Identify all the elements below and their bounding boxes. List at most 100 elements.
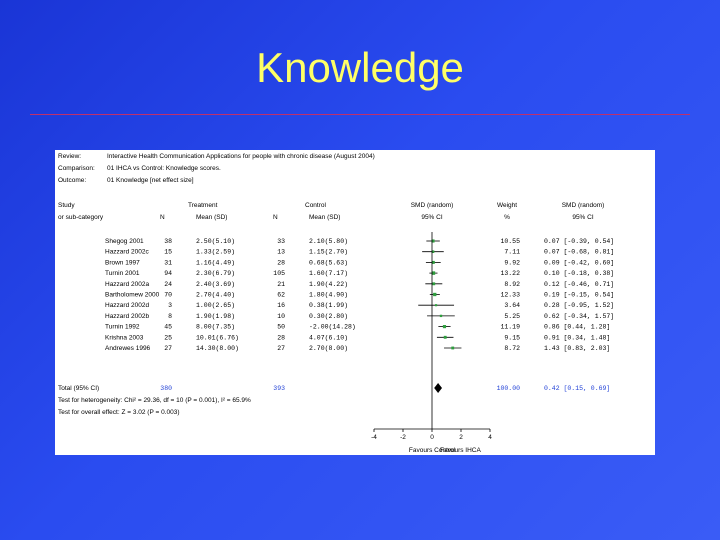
- effect-marker: [443, 335, 447, 339]
- total-smd: 0.42 [0.15, 0.69]: [544, 385, 610, 392]
- study-n-treatment: 45: [164, 324, 172, 331]
- total-weight: 100.00: [497, 385, 521, 392]
- overall-effect-text: Test for overall effect: Z = 3.02 (P = 0…: [58, 409, 180, 416]
- study-n-control: 33: [277, 238, 285, 245]
- study-name: Shegog 2001: [105, 238, 144, 245]
- effect-marker: [439, 314, 443, 318]
- effect-marker: [442, 325, 447, 329]
- study-mean-control: 1.60(7.17): [309, 270, 348, 277]
- study-n-control: 62: [277, 292, 285, 299]
- study-mean-control: 1.80(4.90): [309, 292, 348, 299]
- total-n-treatment: 380: [160, 385, 172, 392]
- study-n-treatment: 8: [168, 313, 172, 320]
- heterogeneity-text: Test for heterogeneity: Chi² = 29.36, df…: [58, 397, 251, 404]
- study-name: Hazzard 2002b: [105, 313, 149, 320]
- header-review-label: Review:: [58, 153, 81, 160]
- study-name: Hazzard 2002c: [105, 249, 149, 256]
- header-outcome-value: 01 Knowledge [net effect size]: [107, 177, 194, 184]
- study-n-control: 28: [277, 259, 285, 266]
- effect-marker: [431, 250, 435, 253]
- study-n-treatment: 38: [164, 238, 172, 245]
- study-smd: 0.07 [-0.39, 0.54]: [544, 238, 614, 245]
- study-mean-control: -2.00(14.28): [309, 324, 356, 331]
- study-mean-treatment: 1.33(2.59): [196, 249, 235, 256]
- col-subcategory: or sub-category: [58, 214, 104, 221]
- x-axis: -4 -2 0 2 4: [371, 232, 492, 441]
- study-n-treatment: 3: [168, 302, 172, 309]
- col-control: Control: [305, 202, 327, 209]
- study-mean-control: 0.30(2.80): [309, 313, 348, 320]
- col-weight-pct: %: [504, 214, 510, 221]
- forest-plot-panel: Review: Interactive Health Communication…: [55, 150, 655, 455]
- study-name: Hazzard 2002a: [105, 281, 149, 288]
- total-diamond: [434, 383, 443, 393]
- study-smd: 0.12 [-0.46, 0.71]: [544, 281, 614, 288]
- col-mean-treatment: Mean (SD): [196, 214, 227, 221]
- col-study: Study: [58, 202, 75, 209]
- study-weight: 9.92: [504, 259, 520, 266]
- effect-marker: [431, 239, 435, 243]
- effect-marker: [431, 271, 436, 275]
- favours-ihca-label: Favours IHCA: [440, 447, 481, 454]
- study-mean-treatment: 1.00(2.65): [196, 302, 235, 309]
- header-comparison-value: 01 IHCA vs Control: Knowledge scores.: [107, 165, 221, 172]
- study-mean-treatment: 2.70(4.40): [196, 292, 235, 299]
- col-smd-value: SMD (random): [562, 202, 605, 209]
- effect-marker: [435, 304, 438, 307]
- study-weight: 11.19: [500, 324, 520, 331]
- study-name: Andrewes 1996: [105, 345, 151, 352]
- effect-marker: [431, 260, 435, 264]
- study-mean-treatment: 8.00(7.35): [196, 324, 235, 331]
- study-weight: 13.22: [500, 270, 520, 277]
- study-n-control: 50: [277, 324, 285, 331]
- study-weight: 7.11: [504, 249, 520, 256]
- study-weight: 3.64: [504, 302, 520, 309]
- study-n-control: 21: [277, 281, 285, 288]
- study-mean-control: 2.70(8.00): [309, 345, 348, 352]
- study-weight: 10.55: [500, 238, 520, 245]
- study-mean-control: 1.90(4.22): [309, 281, 348, 288]
- study-mean-treatment: 2.50(5.10): [196, 238, 235, 245]
- study-n-control: 10: [277, 313, 285, 320]
- study-mean-treatment: 1.90(1.98): [196, 313, 235, 320]
- favours-control-label: Favours Control: [409, 447, 456, 454]
- study-name: Brown 1997: [105, 259, 140, 266]
- study-smd: 0.91 [0.34, 1.48]: [544, 334, 610, 341]
- x-tick-label: -4: [371, 434, 377, 441]
- study-name: Turnin 2001: [105, 270, 140, 277]
- col-weight: Weight: [497, 202, 517, 209]
- study-weight: 8.92: [504, 281, 520, 288]
- study-smd: 0.62 [-0.34, 1.57]: [544, 313, 614, 320]
- study-mean-control: 0.38(1.99): [309, 302, 348, 309]
- effect-marker: [433, 292, 437, 297]
- study-name: Bartholomew 2000: [105, 292, 160, 299]
- study-smd: 0.28 [-0.95, 1.52]: [544, 302, 614, 309]
- x-tick-label: -2: [400, 434, 406, 441]
- col-treatment: Treatment: [188, 202, 218, 209]
- study-mean-treatment: 1.16(4.49): [196, 259, 235, 266]
- study-smd: 0.19 [-0.15, 0.54]: [544, 292, 614, 299]
- study-smd: 1.43 [0.83, 2.03]: [544, 345, 610, 352]
- col-n-control: N: [273, 214, 278, 221]
- col-mean-control: Mean (SD): [309, 214, 340, 221]
- study-name: Hazzard 2002d: [105, 302, 149, 309]
- x-tick-label: 2: [459, 434, 463, 441]
- study-mean-treatment: 2.40(3.69): [196, 281, 235, 288]
- col-ci-value: 95% CI: [572, 214, 594, 221]
- study-n-control: 105: [273, 270, 285, 277]
- study-n-control: 13: [277, 249, 285, 256]
- study-smd: 0.09 [-0.42, 0.60]: [544, 259, 614, 266]
- header-comparison-label: Comparison:: [58, 165, 95, 172]
- study-mean-treatment: 2.30(6.79): [196, 270, 235, 277]
- title-divider: [30, 114, 690, 115]
- study-mean-treatment: 10.01(6.76): [196, 334, 239, 341]
- study-n-control: 16: [277, 302, 285, 309]
- study-weight: 9.15: [504, 334, 520, 341]
- study-n-control: 28: [277, 334, 285, 341]
- col-ci-plot: 95% CI: [421, 214, 443, 221]
- effect-marker: [432, 282, 436, 286]
- study-smd: 0.07 [-0.68, 0.81]: [544, 249, 614, 256]
- col-smd-plot: SMD (random): [411, 202, 454, 209]
- study-mean-control: 2.10(5.80): [309, 238, 348, 245]
- plot-marks: [418, 239, 462, 393]
